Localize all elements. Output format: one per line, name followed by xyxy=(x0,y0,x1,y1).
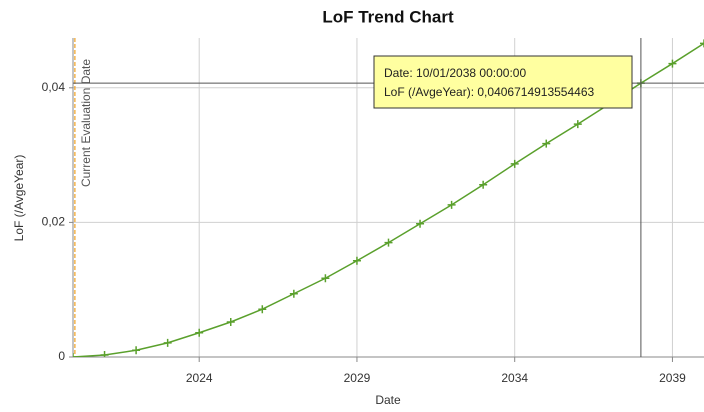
tooltip-text: LoF (/AvgeYear): 0,0406714913554463 xyxy=(384,85,595,99)
x-tick-label: 2034 xyxy=(501,371,528,385)
point-marker xyxy=(447,200,456,209)
tooltip-text: Date: 10/01/2038 00:00:00 xyxy=(384,66,526,80)
point-marker xyxy=(542,139,551,148)
y-tick-label: 0 xyxy=(58,349,65,363)
annotation-text: Current Evaluation Date xyxy=(79,59,93,187)
point-marker xyxy=(352,256,361,265)
point-marker xyxy=(479,180,488,189)
y-axis-label: LoF (/AvgeYear) xyxy=(12,155,26,242)
point-marker xyxy=(100,350,109,357)
y-tick-label: 0,02 xyxy=(42,215,66,229)
chart-title: LoF Trend Chart xyxy=(322,7,454,26)
point-marker xyxy=(416,219,425,228)
point-marker xyxy=(668,59,677,68)
point-marker xyxy=(573,120,582,129)
point-marker xyxy=(700,39,704,48)
point-marker xyxy=(384,238,393,247)
x-tick-label: 2029 xyxy=(344,371,371,385)
x-tick-label: 2024 xyxy=(186,371,213,385)
x-axis-label: Date xyxy=(375,393,401,407)
point-marker xyxy=(226,318,235,327)
point-marker xyxy=(258,305,267,314)
point-marker xyxy=(132,346,141,355)
x-tick-label: 2039 xyxy=(659,371,686,385)
point-marker xyxy=(510,159,519,168)
point-marker xyxy=(163,338,172,347)
point-marker xyxy=(289,289,298,298)
y-tick-label: 0,04 xyxy=(42,80,66,94)
point-marker xyxy=(321,274,330,283)
point-marker xyxy=(195,328,204,337)
tooltip-box xyxy=(373,55,633,109)
